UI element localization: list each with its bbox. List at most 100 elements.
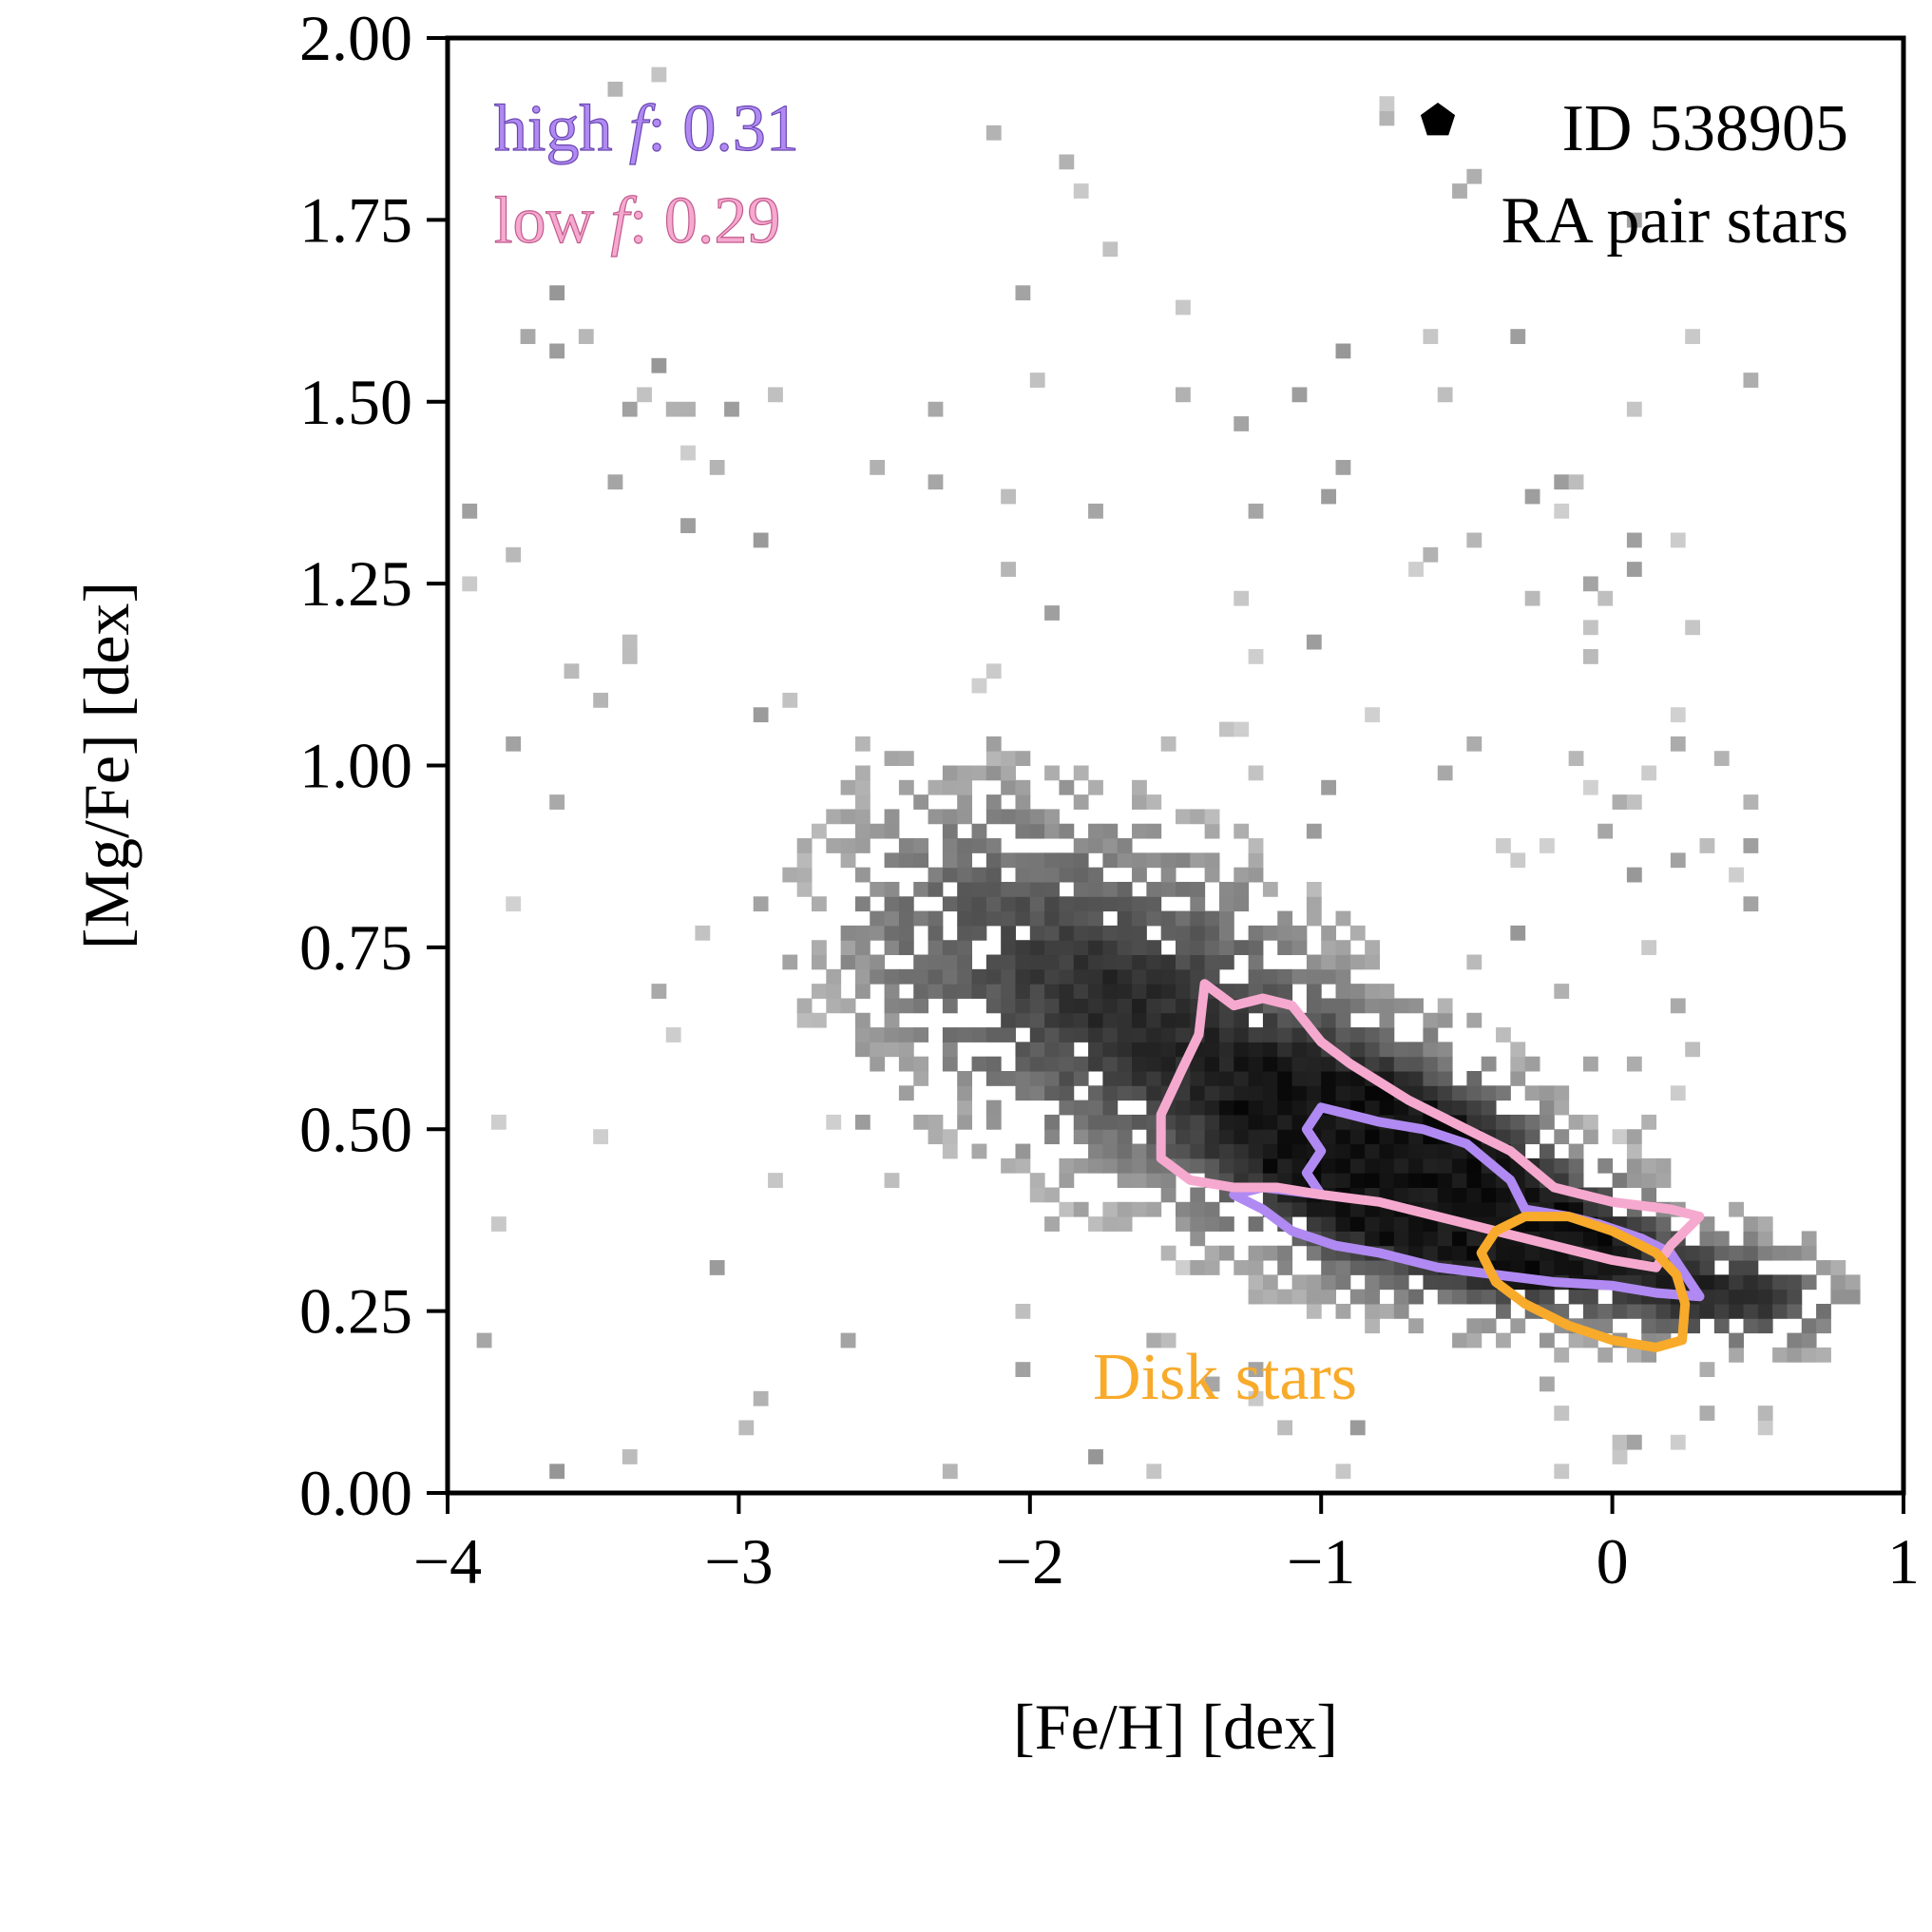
heatmap-bin [1685,1318,1701,1334]
heatmap-bin [1044,998,1060,1014]
heatmap-bin [1248,1289,1264,1305]
heatmap-bin [1059,968,1075,985]
heatmap-bin [1626,1173,1642,1188]
heatmap-bin [1218,1071,1234,1086]
heatmap-bin [1204,867,1220,883]
heatmap-bin [1757,1289,1773,1305]
heatmap-bin [1787,1347,1803,1363]
heatmap-bin [1160,1245,1176,1261]
heatmap-bin [1306,1303,1322,1319]
heatmap-bin [1582,1231,1598,1247]
heatmap-bin [1176,299,1191,316]
heatmap-bin [1670,998,1686,1014]
heatmap-bin [1117,1071,1133,1086]
heatmap-bin [1510,852,1526,869]
heatmap-bin [1176,940,1191,956]
heatmap-bin [1291,940,1308,956]
heatmap-bin [1132,779,1147,795]
heatmap-bin [1524,1187,1540,1203]
heatmap-bin [870,925,886,941]
heatmap-bin [1612,1289,1628,1305]
heatmap-bin [1349,1157,1366,1174]
heatmap-bin [884,1173,900,1188]
id-annotation: ID 538905 [1562,92,1848,165]
heatmap-bin [884,751,900,766]
heatmap-bin [854,1042,870,1058]
heatmap-bin [1540,838,1555,853]
heatmap-bin [1204,852,1220,869]
heatmap-bin [622,401,638,417]
heatmap-bin [1729,1245,1744,1261]
heatmap-bin [971,838,987,853]
heatmap-bin [1524,1114,1540,1130]
heatmap-bin [1437,1143,1453,1159]
heatmap-bin [1176,1100,1191,1116]
heatmap-bin [1335,1085,1351,1101]
heatmap-bin [1102,1201,1119,1217]
heatmap-bin [1234,1042,1250,1058]
heatmap-bin [1204,1157,1220,1174]
heatmap-bin [1204,954,1220,970]
heatmap-bin [1073,925,1089,941]
heatmap-bin [1743,794,1759,810]
heatmap-bin [898,751,914,766]
heatmap-bin [724,401,739,417]
heatmap-bin [1073,896,1089,912]
heatmap-bin [1015,1042,1031,1058]
heatmap-bin [942,954,958,970]
heatmap-bin [1713,1318,1730,1334]
heatmap-bin [1408,1042,1424,1058]
heatmap-bin [1466,1071,1482,1086]
heatmap-bin [898,779,914,795]
high-f-annotation: high f: 0.31 [494,92,799,165]
heatmap-bin [1262,1027,1278,1043]
heatmap-bin [1291,1100,1308,1116]
heatmap-bin [1059,1012,1075,1028]
y-axis-label: [Mg/Fe] [dex] [70,582,143,949]
heatmap-bin [607,474,623,490]
heatmap-bin [1059,1100,1075,1116]
heatmap-bin [1349,1027,1366,1043]
heatmap-bin [1349,1201,1366,1217]
heatmap-bin [1059,998,1075,1014]
heatmap-bin [1190,881,1206,897]
heatmap-bin [1554,1406,1570,1421]
heatmap-bin [1190,1056,1206,1072]
heatmap-bin [1132,1027,1147,1043]
heatmap-bin [1335,1216,1351,1232]
heatmap-bin [1088,925,1103,941]
heatmap-bin [1160,1187,1176,1203]
heatmap-bin [1452,1245,1467,1261]
heatmap-bin [1496,1201,1511,1217]
heatmap-bin [840,940,856,956]
heatmap-bin [854,1027,870,1043]
heatmap-bin [1306,984,1322,999]
heatmap-bin [1554,1129,1570,1145]
heatmap-bin [1393,1042,1409,1058]
heatmap-bin [1218,1114,1234,1130]
heatmap-bin [1597,1303,1614,1319]
heatmap-bin [1102,1085,1119,1101]
heatmap-bin [1321,1071,1337,1086]
heatmap-bin [1335,1173,1351,1188]
heatmap-bin [1029,984,1045,999]
heatmap-bin [1204,1042,1220,1058]
heatmap-bin [1146,954,1162,970]
heatmap-bin [1277,1114,1293,1130]
heatmap-bin [1655,1157,1672,1174]
heatmap-bin [1291,1027,1308,1043]
heatmap-bin [1029,1173,1045,1188]
heatmap-bin [1291,925,1308,941]
heatmap-bin [1234,1114,1250,1130]
heatmap-bin [985,910,1002,927]
heatmap-bin [1524,590,1540,606]
heatmap-bin [1044,896,1060,912]
heatmap-bin [1379,1100,1395,1116]
heatmap-bin [1481,1318,1497,1334]
heatmap-bin [1102,940,1119,956]
heatmap-bin [1029,896,1045,912]
heatmap-bin [1262,968,1278,985]
heatmap-bin [1801,1274,1817,1291]
heatmap-bin [476,1332,492,1349]
heatmap-bin [1059,1085,1075,1101]
